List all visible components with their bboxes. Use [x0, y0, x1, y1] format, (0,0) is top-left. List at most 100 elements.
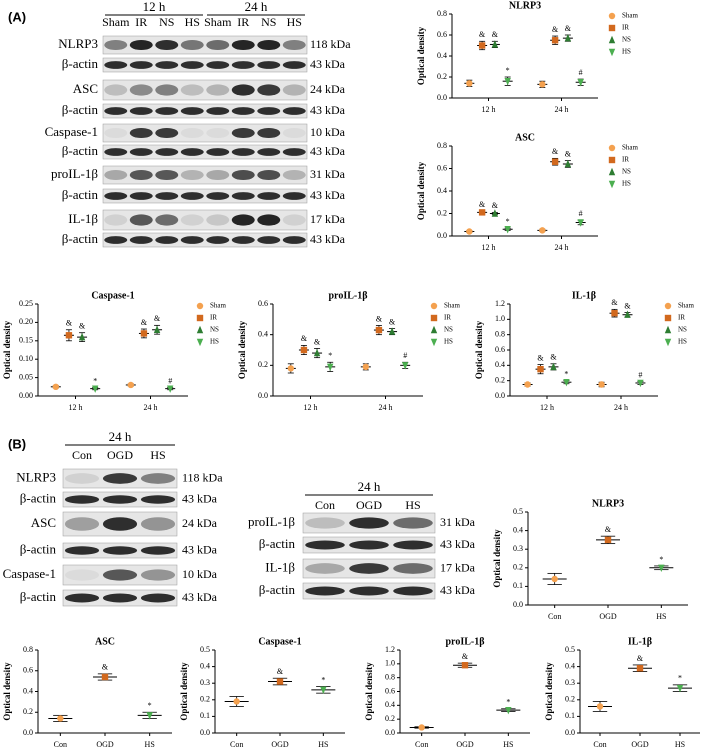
y-tick-label: 0.0: [200, 728, 210, 737]
mean-point: [233, 698, 240, 705]
blot-band: [64, 473, 100, 484]
blot-band: [257, 39, 281, 51]
row-label: β-actin: [62, 187, 99, 202]
y-tick-label: 0.8: [23, 645, 33, 654]
blot-band: [129, 39, 153, 51]
legend-symbol: [608, 156, 616, 164]
lane-label: HS: [287, 15, 302, 29]
blot-band: [180, 107, 204, 115]
legend-symbol: [430, 338, 438, 347]
significance-label: &: [389, 317, 396, 326]
significance-label: *: [148, 701, 152, 710]
y-axis-label: Optical density: [416, 26, 426, 85]
legend-label: HS: [622, 180, 631, 188]
blot-band: [102, 569, 138, 581]
significance-label: *: [93, 376, 97, 385]
mean-point: [551, 37, 559, 44]
blot-band: [349, 540, 389, 550]
legend-symbol: [664, 302, 672, 310]
mean-point: [57, 715, 64, 722]
kda-label: 17 kDa: [440, 560, 476, 574]
significance-label: *: [321, 675, 325, 684]
blot-band: [155, 127, 179, 139]
y-tick-label: 0.5: [200, 645, 210, 654]
blot-band: [257, 127, 281, 139]
significance-label: &: [154, 314, 161, 323]
blot-strip: [102, 232, 308, 248]
lane-label: IR: [237, 15, 249, 29]
blot-band: [104, 127, 128, 139]
y-tick-label: 1.0: [495, 314, 505, 323]
mean-point: [287, 365, 295, 372]
blot-band: [257, 148, 281, 156]
y-tick-label: 0.20: [19, 317, 33, 326]
kda-label: 43 kDa: [440, 583, 476, 597]
x-tick-label: 24 h: [555, 105, 569, 114]
blot-strip: [102, 165, 308, 185]
mean-point: [505, 706, 512, 715]
significance-label: *: [659, 555, 663, 564]
significance-label: &: [492, 30, 499, 39]
legend-label: Sham: [678, 302, 695, 310]
x-tick-label: Con: [593, 740, 606, 748]
y-axis-label: Optical density: [179, 662, 189, 721]
mean-point: [140, 330, 148, 337]
mean-point: [658, 564, 665, 572]
significance-label: &: [492, 201, 499, 210]
x-tick-label: 12 h: [304, 403, 318, 412]
blot-band: [231, 107, 255, 115]
y-tick-label: 0.4: [565, 661, 575, 670]
blot-band: [140, 593, 176, 603]
mean-point: [504, 78, 511, 86]
y-tick-label: 0.8: [385, 672, 395, 681]
mean-point: [491, 40, 499, 48]
blot-band: [180, 84, 204, 96]
row-label: Caspase-1: [45, 124, 98, 139]
y-tick-label: 0.6: [23, 666, 33, 675]
mean-point: [65, 332, 73, 339]
mean-point: [461, 662, 469, 669]
significance-label: *: [506, 66, 510, 75]
panel-label: (A): [8, 9, 26, 24]
y-tick-label: 0.0: [565, 728, 575, 737]
significance-label: &: [565, 24, 572, 33]
time-label: 24 h: [245, 0, 268, 14]
x-tick-label: Con: [230, 740, 243, 748]
legend-symbol: [608, 180, 616, 189]
legend-symbol: [430, 302, 438, 310]
y-tick-label: 0.2: [565, 695, 575, 704]
blot-band: [257, 169, 281, 181]
legend-symbol: [608, 35, 616, 44]
row-label: β-actin: [62, 102, 99, 117]
blot-band: [155, 107, 179, 115]
y-tick-label: 0.2: [437, 72, 447, 81]
blot-band: [231, 127, 255, 139]
chart-title: Caspase-1: [91, 290, 134, 301]
mean-point: [91, 385, 99, 393]
mean-point: [52, 383, 60, 390]
blot-strip: [102, 57, 308, 73]
blot-band: [282, 39, 306, 51]
legend-label: NS: [210, 326, 219, 334]
significance-label: &: [376, 314, 383, 323]
y-tick-label: 0.25: [19, 299, 33, 308]
blot-band: [102, 495, 138, 504]
row-label: β-actin: [259, 536, 296, 551]
blot-strip: [102, 188, 308, 204]
blot-strip: [102, 103, 308, 119]
y-tick-label: 0.1: [513, 581, 523, 590]
blot-band: [257, 107, 281, 115]
blot-strip: [102, 123, 308, 143]
significance-label: &: [301, 334, 308, 343]
kda-label: 43 kDa: [310, 144, 346, 158]
mean-point: [146, 712, 153, 720]
mean-point: [313, 348, 321, 357]
x-tick-label: Con: [415, 740, 428, 748]
row-label: ASC: [31, 515, 56, 530]
blot-band: [129, 214, 153, 226]
legend-symbol: [608, 24, 616, 32]
mean-point: [624, 310, 631, 318]
legend-label: Sham: [622, 144, 639, 152]
legend-label: NS: [622, 36, 631, 44]
